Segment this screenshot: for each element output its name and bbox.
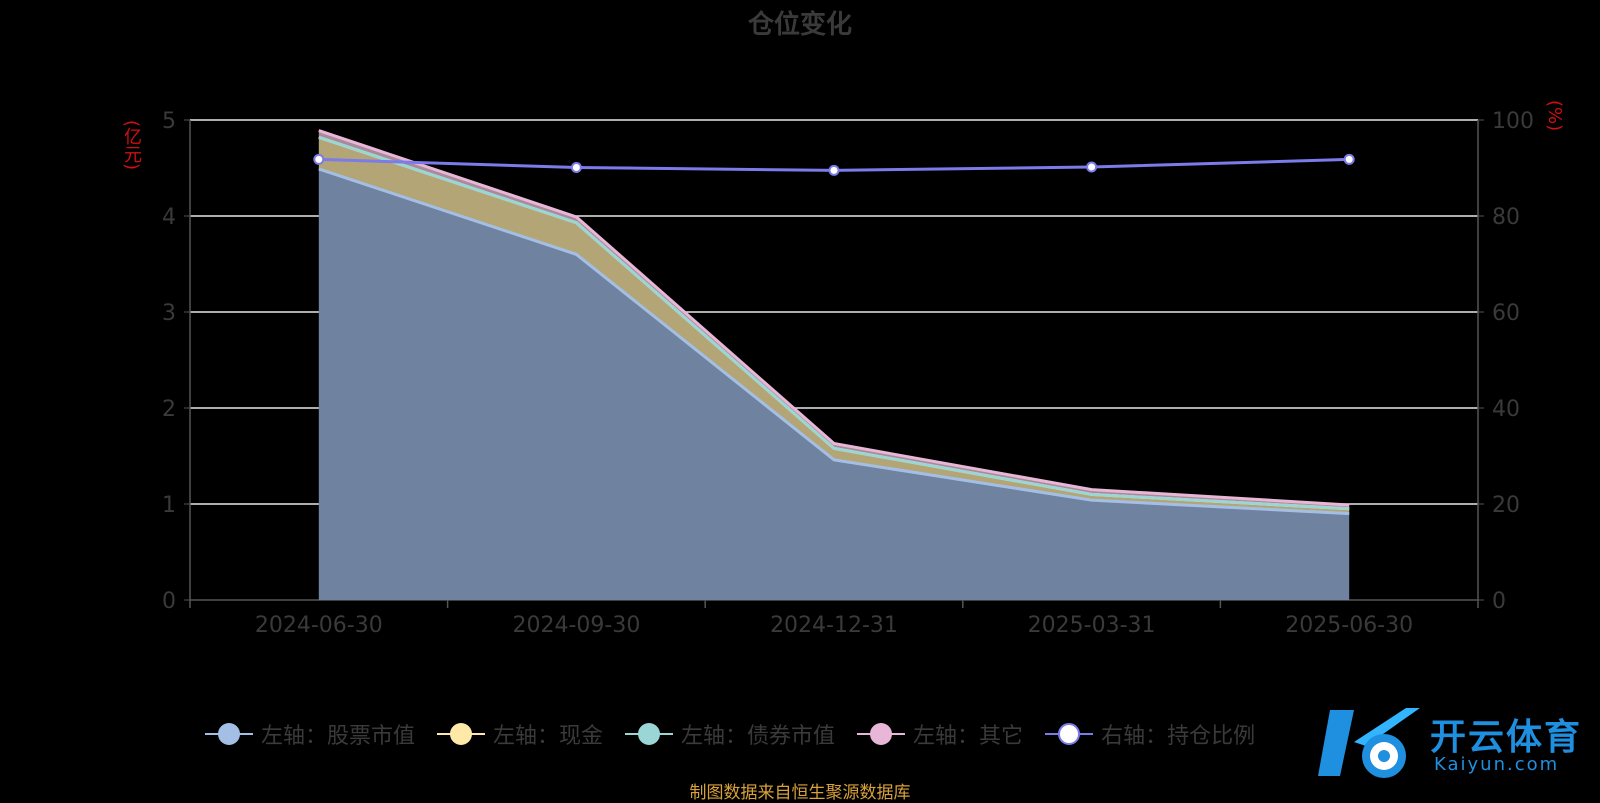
legend-label: 左轴：股票市值 (261, 724, 416, 749)
area-series-line-2 (318, 135, 1350, 511)
left-tick-label: 5 (162, 109, 176, 134)
area-series-0 (318, 168, 1350, 600)
left-tick-label: 0 (162, 589, 176, 614)
right-tick-label: 0 (1492, 589, 1506, 614)
legend-item-stock[interactable]: 左轴：股票市值 (205, 718, 415, 750)
logo-text: 开云体育 (1430, 717, 1583, 758)
x-tick-label: 2024-12-31 (770, 613, 898, 638)
legend-label: 左轴：现金 (493, 724, 604, 749)
ratio-point (570, 162, 582, 174)
x-tick-label: 2024-09-30 (512, 613, 640, 638)
ratio-point (313, 153, 325, 165)
x-tick-label: 2024-06-30 (255, 613, 383, 638)
legend-marker-icon (437, 722, 486, 746)
legend-marker-icon (625, 722, 674, 746)
left-tick-label: 1 (162, 493, 176, 518)
legend-label: 左轴：债券市值 (681, 724, 836, 749)
x-tick-label: 2025-03-31 (1028, 613, 1156, 638)
ratio-point (1086, 161, 1098, 173)
ratio-point (1343, 153, 1355, 165)
logo-k-icon (1318, 708, 1420, 778)
logo-subtext: Kaiyun.com (1434, 754, 1560, 775)
area-series-line-3 (318, 129, 1350, 507)
legend-item-cash[interactable]: 左轴：现金 (437, 718, 603, 750)
chart-title: 仓位变化 (747, 10, 852, 40)
legend-item-bond[interactable]: 左轴：债券市值 (625, 718, 835, 750)
left-tick-label: 2 (162, 397, 176, 422)
right-tick-label: 40 (1492, 397, 1520, 422)
area-series-line-0 (318, 167, 1350, 516)
legend-marker-icon (1045, 722, 1094, 746)
legend-label: 右轴：持仓比例 (1101, 724, 1256, 749)
right-tick-label: 80 (1492, 205, 1520, 230)
legend-marker-icon (857, 722, 906, 746)
legend-item-other[interactable]: 左轴：其它 (857, 718, 1023, 750)
right-axis-unit: (%) (1544, 100, 1565, 132)
right-tick-label: 100 (1492, 109, 1534, 134)
right-tick-label: 60 (1492, 301, 1520, 326)
legend: 左轴：股票市值 左轴：现金 左轴：债券市值 左轴：其它 右轴：持仓比例 (205, 718, 1255, 750)
legend-marker-icon (205, 722, 253, 746)
watermark-logo: 开云体育 Kaiyun.com (1310, 698, 1590, 788)
area-series-3 (318, 130, 1350, 509)
source-note: 制图数据来自恒生聚源数据库 (689, 783, 911, 803)
x-tick-label: 2025-06-30 (1285, 613, 1413, 638)
area-series-1 (318, 137, 1350, 514)
legend-item-ratio[interactable]: 右轴：持仓比例 (1045, 718, 1255, 750)
legend-label: 左轴：其它 (913, 724, 1024, 749)
left-tick-label: 3 (162, 301, 176, 326)
left-tick-label: 4 (162, 205, 176, 230)
left-axis-unit: (亿元) (121, 120, 142, 171)
ratio-point (828, 164, 840, 176)
right-tick-label: 20 (1492, 493, 1520, 518)
